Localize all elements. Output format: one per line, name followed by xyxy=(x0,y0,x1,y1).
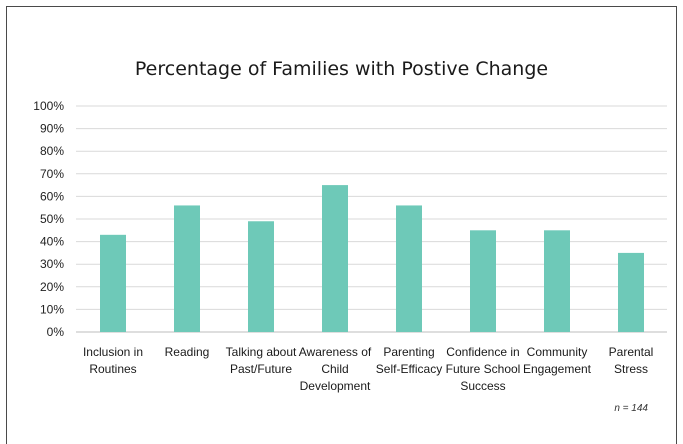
x-tick-label: Parenting Self-Efficacy xyxy=(376,345,442,376)
grid-lines xyxy=(76,105,667,333)
y-tick-label: 70% xyxy=(40,167,64,181)
bar xyxy=(174,205,200,332)
chart-title: Percentage of Families with Postive Chan… xyxy=(134,58,549,80)
y-tick-label: 100% xyxy=(33,99,64,113)
bar xyxy=(322,185,348,332)
y-tick-label: 0% xyxy=(47,325,65,339)
y-tick-label: 80% xyxy=(40,144,64,158)
y-axis-ticks: 0% 10% 20% 30% 40% 50% 60% 70% 80% 90% 100% xyxy=(33,99,64,339)
y-tick-label: 60% xyxy=(40,189,64,203)
x-tick-label: Parental Stress xyxy=(609,345,654,376)
bars xyxy=(100,185,644,332)
x-tick-label: Inclusion in Routines xyxy=(83,345,143,376)
x-tick-label: Confidence in Future School Success xyxy=(446,345,521,393)
x-tick-label: Community Engagement xyxy=(523,345,592,376)
x-tick-label: Reading xyxy=(165,345,210,359)
bar xyxy=(544,230,570,332)
bar xyxy=(248,221,274,332)
y-tick-label: 40% xyxy=(40,235,64,249)
y-tick-label: 90% xyxy=(40,122,64,136)
x-tick-label: Awareness of Child Development xyxy=(299,345,372,393)
x-axis-labels: Inclusion in Routines Reading Talking about… xyxy=(83,345,653,393)
y-tick-label: 50% xyxy=(40,212,64,226)
bar xyxy=(618,252,644,332)
bar xyxy=(396,205,422,332)
y-tick-label: 30% xyxy=(40,257,64,271)
sample-size-note: n = 144 xyxy=(614,403,648,414)
x-tick-label: Talking about Past/Future xyxy=(226,345,297,376)
y-tick-label: 10% xyxy=(40,302,64,316)
bar xyxy=(100,234,126,332)
bar xyxy=(470,230,496,332)
y-tick-label: 20% xyxy=(40,280,64,294)
